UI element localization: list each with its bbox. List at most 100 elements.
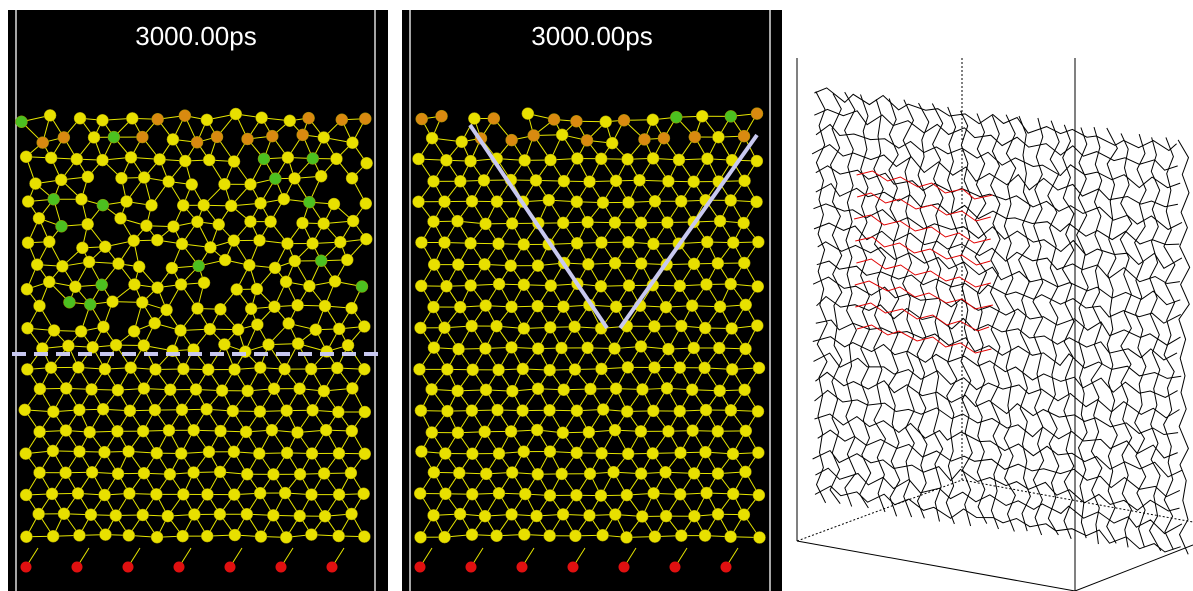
atom [303,280,315,292]
atom [452,427,464,439]
atom [175,324,187,336]
atom [532,468,544,480]
atom [112,384,124,396]
atom [610,301,622,313]
atom [584,176,596,188]
atom [280,531,292,543]
atom [557,301,569,313]
atom [413,196,425,208]
atom [751,155,763,167]
atom [87,341,99,353]
atom [97,321,109,333]
atom [225,200,237,212]
atom [240,426,252,438]
fixed-atom [568,562,579,573]
atom [60,425,72,437]
atom [152,282,164,294]
atom [176,238,188,250]
atom [753,489,765,501]
atom [635,468,647,480]
atom [55,220,67,232]
atom [86,466,98,478]
atom [108,131,120,143]
atom [73,446,85,458]
atom [647,114,659,126]
atom [738,217,750,229]
atom [255,531,267,543]
atom [618,114,630,126]
atom [151,531,163,543]
atom [228,156,240,168]
atom [622,361,634,373]
atom [610,175,622,187]
atom [359,113,371,125]
atom [188,509,200,521]
atom [216,385,228,397]
atom [346,137,358,149]
atom [138,467,150,479]
atom [609,508,621,520]
atom [609,257,621,269]
atom [254,362,266,374]
atom [21,283,33,295]
atom [47,445,59,457]
atom [413,363,425,375]
atom [242,133,254,145]
atom [115,172,127,184]
atom [660,301,672,313]
atom [505,260,517,272]
atom [346,508,358,520]
atom [72,361,84,373]
atom [727,237,739,249]
atom [544,446,556,458]
atom [284,115,296,127]
atom [714,385,726,397]
atom [647,238,659,250]
atom [76,242,88,254]
atom [452,259,464,271]
atom [752,447,764,459]
atom [583,509,595,521]
atom [231,283,243,295]
atom [701,487,713,499]
atom [453,467,465,479]
atom [333,489,345,501]
atom [622,153,634,165]
atom [739,384,751,396]
atom [266,130,278,142]
atom [334,236,346,248]
atom [714,301,726,313]
atom [532,300,544,312]
atom [305,363,317,375]
atom [686,384,698,396]
atom [753,362,765,374]
atom [138,171,150,183]
atom [218,178,230,190]
atom [20,489,32,501]
atom [713,342,725,354]
atom [330,153,342,165]
atom [441,363,453,375]
fixed-atom [21,562,32,573]
atom [493,364,505,376]
atom [517,405,529,417]
atom [621,489,633,501]
atom [20,448,32,460]
atom [315,170,327,182]
atom [19,404,31,416]
atom [596,447,608,459]
atom [177,488,189,500]
atom [281,405,293,417]
atom [243,259,255,271]
atom [188,424,200,436]
atom [557,508,569,520]
atom [176,404,188,416]
atom [441,405,453,417]
atom [341,254,353,266]
atom [332,406,344,418]
atom [193,260,205,272]
atom [358,363,370,375]
atom [544,404,556,416]
atom [581,134,593,146]
atom [479,426,491,438]
